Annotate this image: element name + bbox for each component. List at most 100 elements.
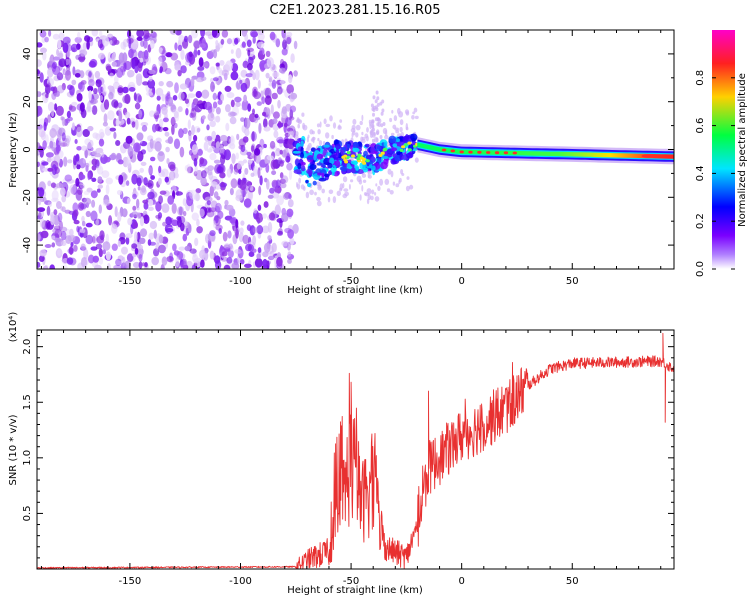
noise-blob [109,39,113,45]
noise-blob [235,47,242,59]
noise-blob [71,79,77,86]
turbulent-blob [316,153,324,160]
noise-blob [48,60,53,66]
noise-blob [240,82,248,93]
noise-blob [249,225,256,236]
noise-blob [79,49,88,57]
noise-blob [187,93,196,98]
noise-blob [113,39,120,45]
noise-blob [65,118,70,124]
noise-blob [127,217,133,226]
noise-blob [269,250,275,260]
snr-plot-area [37,332,674,569]
turbulent-blob [390,147,398,152]
noise-blob [97,84,102,94]
turbulent-blob [300,140,304,147]
noise-blob [220,93,225,102]
noise-blob [40,47,47,54]
noise-blob [241,106,248,111]
turbulent-dot [381,108,385,113]
turbulent-blob [335,148,340,156]
noise-blob [58,52,64,59]
noise-blob [62,42,69,53]
noise-blob [213,49,218,59]
noise-blob [168,170,176,181]
noise-blob [226,257,233,264]
turbulent-dot [374,192,377,196]
noise-blob [229,111,237,117]
noise-blob [183,210,187,217]
noise-blob [219,60,225,66]
noise-blob [271,92,278,100]
noise-blob [110,152,117,160]
noise-blob [286,208,294,218]
turbulent-dot [342,182,345,189]
turbulent-blob [307,169,313,176]
noise-blob [151,256,159,266]
noise-blob [38,255,45,262]
noise-blob [51,109,55,117]
turbulent-dot [375,183,378,187]
noise-blob [195,169,203,181]
noise-blob [263,143,267,149]
noise-blob [277,159,285,164]
noise-blob [78,56,86,61]
signal-core-dot [494,151,500,155]
noise-blob [272,180,279,190]
noise-blob [126,253,134,263]
turbulent-dot [295,131,299,137]
noise-blob [98,138,105,147]
turbulent-dot [352,118,357,125]
noise-blob [219,134,228,142]
noise-blob [148,165,153,176]
noise-blob [263,201,269,208]
signal-core-dot [477,150,482,154]
noise-blob [142,199,149,204]
noise-blob [56,249,63,256]
turbulent-blob [363,150,368,157]
turbulent-dot [301,112,305,117]
turbulent-dot [328,189,334,195]
noise-blob [179,83,188,90]
turbulent-blob [335,143,341,150]
noise-blob [83,190,90,196]
turbulent-dot [411,115,415,120]
noise-blob [174,42,178,51]
noise-blob [39,249,47,257]
noise-blob [70,242,74,247]
noise-blob [180,222,185,232]
noise-blob [172,109,180,115]
noise-blob [67,234,76,242]
noise-blob [42,197,47,203]
turbulent-blob [341,149,345,156]
noise-blob [154,110,160,116]
noise-blob [149,220,158,230]
noise-blob [161,168,169,178]
noise-blob [47,114,51,123]
noise-blob [57,212,63,223]
noise-blob [243,198,252,208]
noise-blob [51,235,56,240]
noise-blob [253,91,261,100]
snr-xtick-label: 50 [566,576,579,587]
noise-blob [135,119,139,130]
noise-blob [209,250,215,260]
noise-blob [172,95,178,101]
noise-blob [99,30,103,37]
noise-blob [257,247,262,254]
noise-blob [118,52,125,63]
noise-blob [138,109,143,119]
noise-blob [199,208,205,218]
noise-blob [171,124,175,135]
turbulent-dot [371,189,375,195]
noise-blob [279,79,285,85]
noise-blob [219,144,224,154]
turbulent-dot [376,102,380,107]
noise-blob [265,50,271,58]
noise-blob [197,49,201,56]
noise-blob [161,256,168,266]
noise-blob [122,86,129,94]
turbulent-dot [387,168,392,175]
noise-blob [126,117,131,125]
noise-blob [189,189,198,200]
